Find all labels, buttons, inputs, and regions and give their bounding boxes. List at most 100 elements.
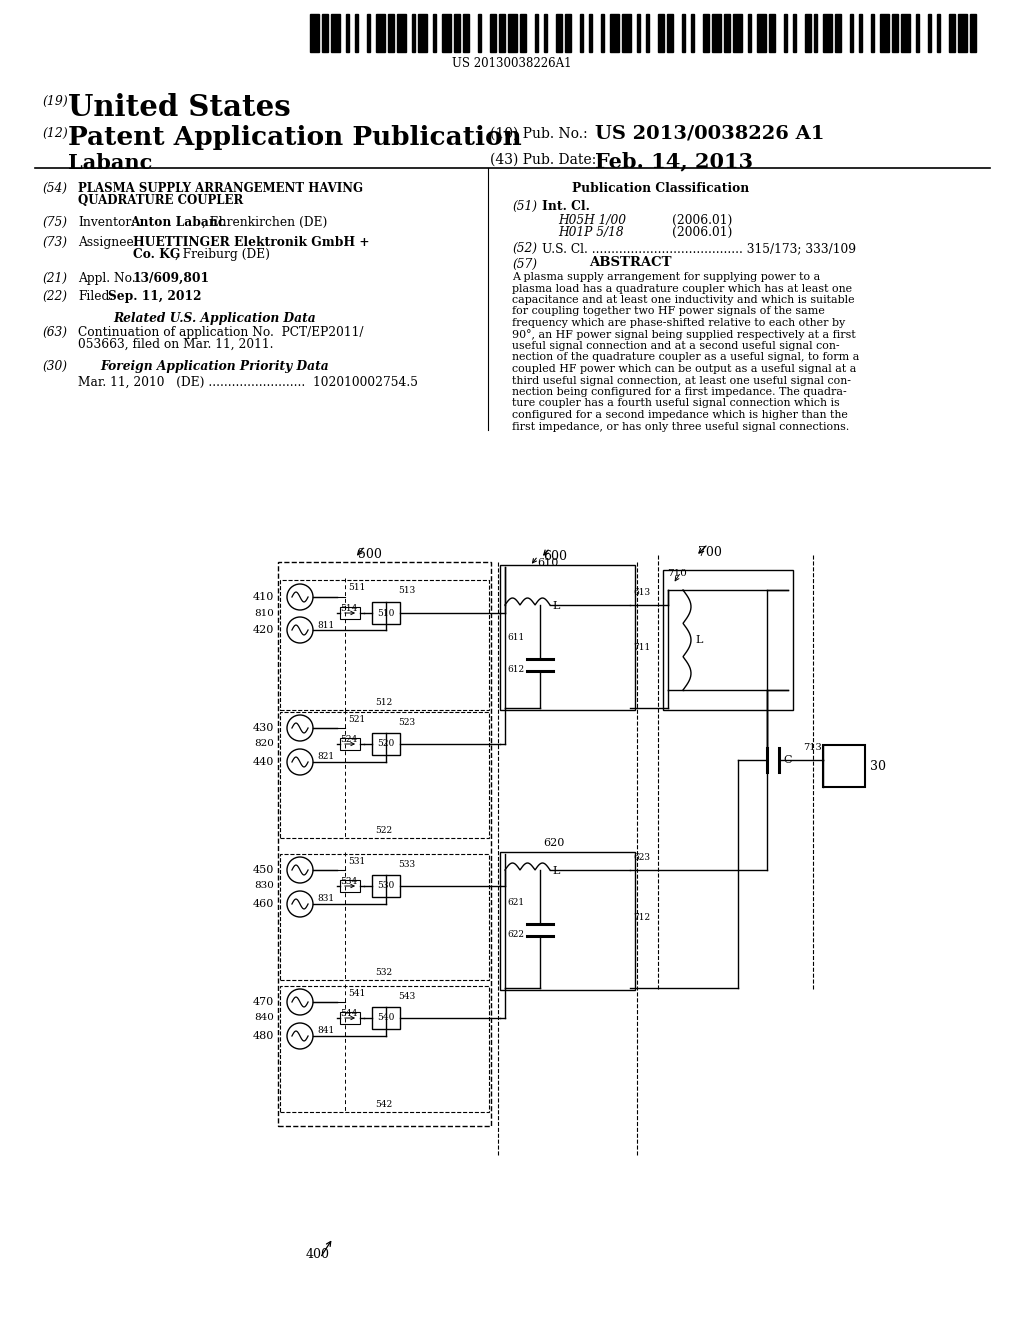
Bar: [823, 744, 865, 787]
Bar: [871, 15, 874, 51]
Bar: [682, 15, 685, 51]
Text: 613: 613: [633, 587, 650, 597]
Text: (73): (73): [42, 236, 67, 249]
Text: ABSTRACT: ABSTRACT: [589, 256, 672, 269]
Bar: [463, 15, 469, 51]
Text: 830: 830: [254, 882, 274, 891]
Text: HUETTINGER Elektronik GmbH +: HUETTINGER Elektronik GmbH +: [133, 236, 370, 249]
Bar: [622, 15, 631, 51]
Bar: [949, 15, 955, 51]
Text: 841: 841: [317, 1026, 335, 1035]
Bar: [346, 15, 349, 51]
Text: 514: 514: [340, 605, 357, 612]
Text: frequency which are phase-shifted relative to each other by: frequency which are phase-shifted relati…: [512, 318, 845, 327]
Text: 533: 533: [398, 861, 415, 869]
Bar: [637, 15, 640, 51]
Bar: [442, 15, 451, 51]
Bar: [565, 15, 571, 51]
Bar: [667, 15, 673, 51]
Text: capacitance and at least one inductivity and which is suitable: capacitance and at least one inductivity…: [512, 294, 855, 305]
Text: A plasma supply arrangement for supplying power to a: A plasma supply arrangement for supplyin…: [512, 272, 820, 282]
Text: Labanc: Labanc: [68, 153, 153, 173]
Text: Foreign Application Priority Data: Foreign Application Priority Data: [100, 360, 330, 374]
Text: 90°, an HF power signal being supplied respectively at a first: 90°, an HF power signal being supplied r…: [512, 330, 856, 341]
Text: 542: 542: [375, 1100, 392, 1109]
Bar: [814, 15, 817, 51]
Text: H05H 1/00: H05H 1/00: [558, 214, 626, 227]
Text: 520: 520: [378, 739, 394, 748]
Bar: [823, 15, 831, 51]
Text: 512: 512: [375, 698, 392, 708]
Text: 544: 544: [340, 1008, 357, 1018]
Text: Co. KG: Co. KG: [133, 248, 180, 261]
Text: 611: 611: [507, 634, 524, 642]
Text: 622: 622: [507, 931, 524, 939]
Text: coupled HF power which can be output as a useful signal at a: coupled HF power which can be output as …: [512, 364, 856, 374]
Bar: [958, 15, 967, 51]
Text: L: L: [695, 635, 702, 645]
Text: 620: 620: [543, 838, 564, 847]
Text: 810: 810: [254, 609, 274, 618]
Text: 420: 420: [253, 624, 274, 635]
Bar: [340, 738, 360, 750]
Text: 450: 450: [253, 865, 274, 875]
Text: 831: 831: [317, 894, 335, 903]
Text: (51): (51): [512, 201, 537, 213]
Text: Anton Labanc: Anton Labanc: [130, 216, 225, 228]
Text: (75): (75): [42, 216, 67, 228]
Text: (2006.01): (2006.01): [672, 214, 732, 227]
Text: Mar. 11, 2010   (DE) .........................  102010002754.5: Mar. 11, 2010 (DE) .....................…: [78, 376, 418, 389]
Text: 541: 541: [348, 989, 366, 998]
Bar: [757, 15, 766, 51]
Bar: [601, 15, 604, 51]
Text: 621: 621: [507, 898, 524, 907]
Text: H01P 5/18: H01P 5/18: [558, 226, 624, 239]
Text: C: C: [783, 755, 792, 766]
Bar: [478, 15, 481, 51]
Bar: [691, 15, 694, 51]
Bar: [372, 1007, 400, 1030]
Bar: [500, 851, 635, 990]
Text: 600: 600: [543, 550, 567, 564]
Text: United States: United States: [68, 92, 291, 121]
Text: 711: 711: [633, 643, 650, 652]
Bar: [880, 15, 889, 51]
Bar: [500, 565, 635, 710]
Text: 820: 820: [254, 739, 274, 748]
Bar: [712, 15, 721, 51]
Text: 531: 531: [348, 857, 366, 866]
Text: 30: 30: [870, 759, 886, 772]
Bar: [646, 15, 649, 51]
Bar: [412, 15, 415, 51]
Text: 500: 500: [358, 548, 382, 561]
Bar: [372, 733, 400, 755]
Text: Appl. No.:: Appl. No.:: [78, 272, 139, 285]
Text: 540: 540: [377, 1014, 394, 1023]
Text: 524: 524: [340, 735, 357, 744]
Text: Feb. 14, 2013: Feb. 14, 2013: [595, 150, 753, 172]
Bar: [805, 15, 811, 51]
Bar: [916, 15, 919, 51]
Bar: [372, 875, 400, 898]
Bar: [928, 15, 931, 51]
Bar: [388, 15, 394, 51]
Text: , Ehrenkirchen (DE): , Ehrenkirchen (DE): [202, 216, 328, 228]
Bar: [454, 15, 460, 51]
Text: 400: 400: [306, 1247, 330, 1261]
Bar: [340, 1012, 360, 1024]
Bar: [376, 15, 385, 51]
Text: Int. Cl.: Int. Cl.: [542, 201, 590, 213]
Text: 543: 543: [398, 993, 416, 1001]
Text: US 20130038226A1: US 20130038226A1: [453, 57, 571, 70]
Text: 521: 521: [348, 715, 366, 723]
Bar: [937, 15, 940, 51]
Text: for coupling together two HF power signals of the same: for coupling together two HF power signa…: [512, 306, 825, 317]
Text: nection of the quadrature coupler as a useful signal, to form a: nection of the quadrature coupler as a u…: [512, 352, 859, 363]
Bar: [589, 15, 592, 51]
Bar: [322, 15, 328, 51]
Text: 821: 821: [317, 752, 335, 762]
Text: U.S. Cl. ....................................... 315/173; 333/109: U.S. Cl. ...............................…: [542, 242, 856, 255]
Text: 480: 480: [253, 1031, 274, 1041]
Bar: [520, 15, 526, 51]
Text: plasma load has a quadrature coupler which has at least one: plasma load has a quadrature coupler whi…: [512, 284, 852, 293]
